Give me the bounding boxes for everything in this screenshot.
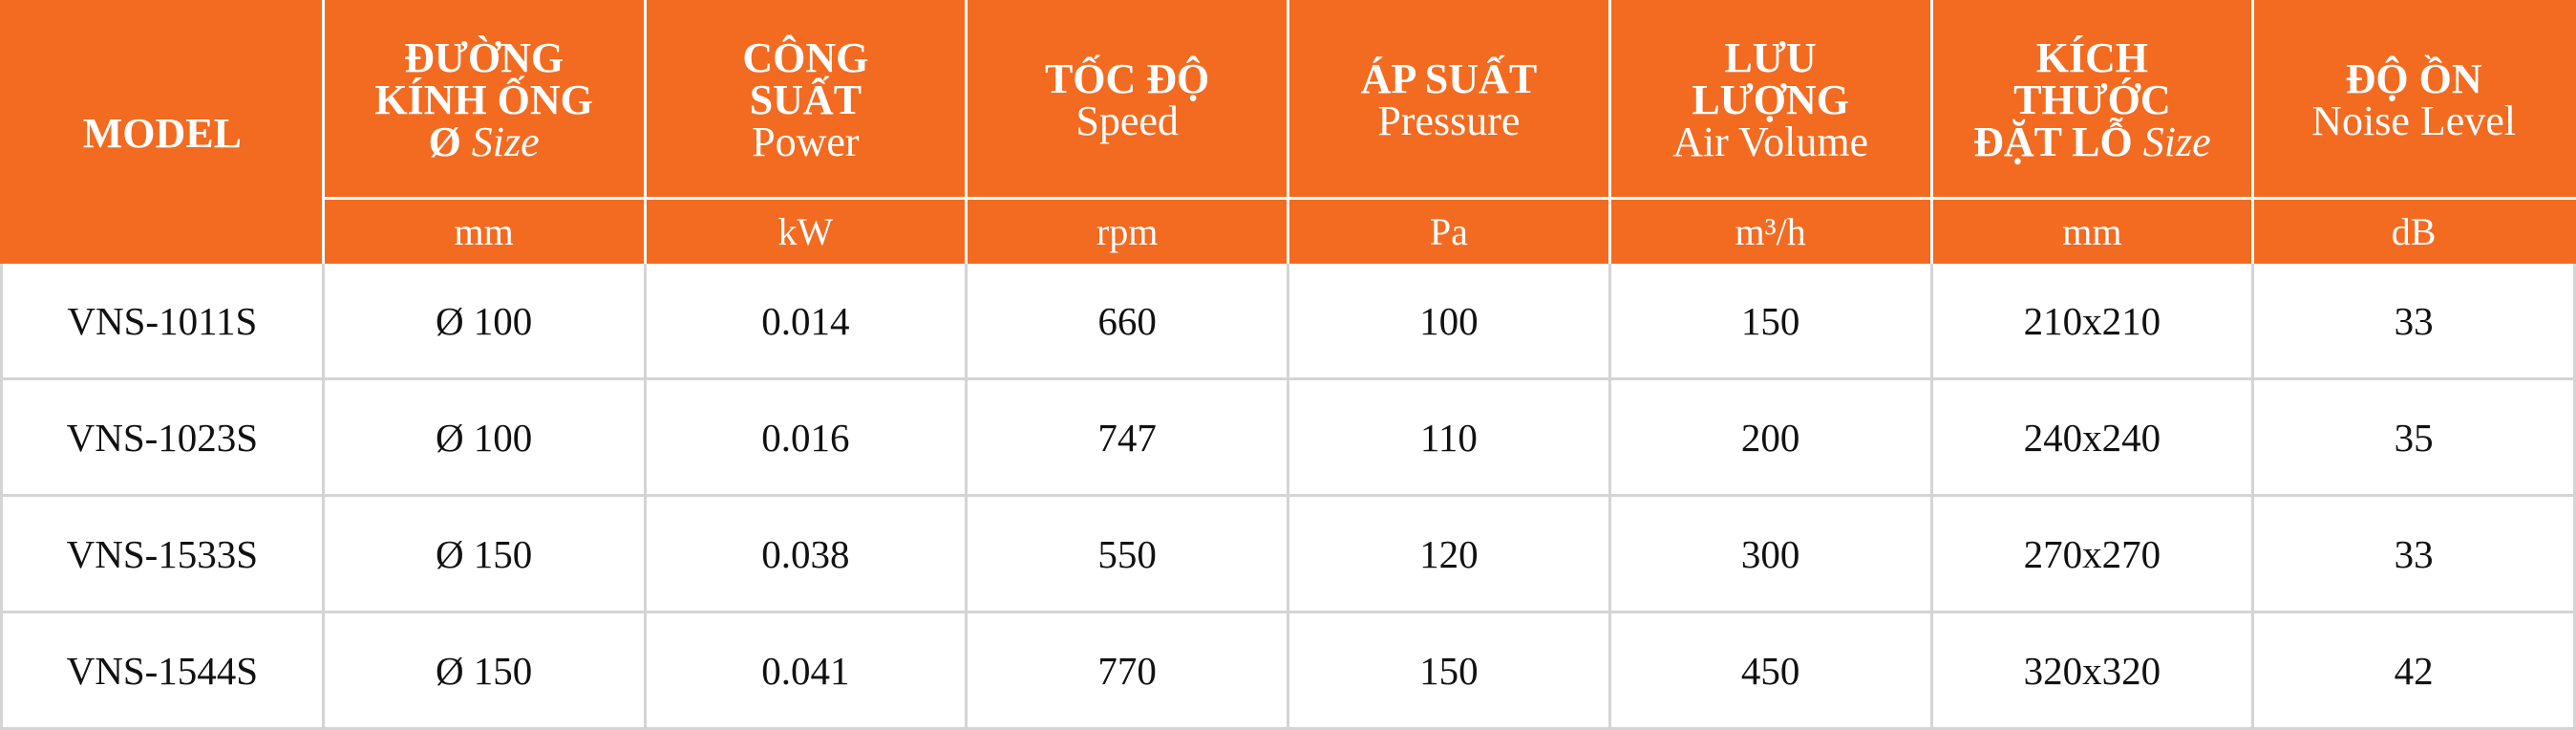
table-cell: 33 xyxy=(2251,494,2576,613)
header-line: Ø Size xyxy=(325,118,644,165)
table-cell: 150 xyxy=(1607,264,1933,380)
table-cell: 300 xyxy=(1607,494,1933,613)
table-row: VNS-1023S Ø 100 0.016 747 110 200 240x240 35 xyxy=(0,377,2576,497)
table-cell: 33 xyxy=(2251,264,2576,380)
table-cell: 0.038 xyxy=(643,494,969,613)
unit-cell: dB xyxy=(2251,197,2575,264)
table-cell: 100 xyxy=(1287,264,1611,380)
table-cell: Ø 150 xyxy=(321,611,647,730)
header-title: MODEL xyxy=(82,109,242,157)
unit-cell: rpm xyxy=(965,197,1289,264)
table-cell: 0.014 xyxy=(643,264,969,380)
table-cell: VNS-1011S xyxy=(0,264,325,380)
table-cell: 210x210 xyxy=(1929,264,2255,380)
header-cell: ĐỘ ỒN Noise Level xyxy=(2251,1,2575,199)
header-title: CÔNG xyxy=(742,33,869,81)
table-header: MODEL ĐƯỜNG KÍNH ỐNG Ø Size CÔNG SUẤT Power TỐC… xyxy=(1,1,2575,264)
header-subtitle: Size xyxy=(471,118,540,165)
header-cell: CÔNG SUẤT Power xyxy=(643,1,969,199)
table-cell: 200 xyxy=(1607,377,1933,497)
header-cell: KÍCH THƯỚC ĐẶT LỖ Size xyxy=(1929,1,2255,199)
header-subtitle: Size xyxy=(2142,118,2211,165)
unit-cell: m³/h xyxy=(1607,197,1933,264)
unit-row: mm kW rpm Pa m³/h mm dB xyxy=(2,197,2575,264)
header-title: Ø xyxy=(428,118,461,165)
table-cell: 150 xyxy=(1287,611,1611,730)
table-cell: 450 xyxy=(1607,611,1933,730)
table-cell: Ø 150 xyxy=(321,494,647,613)
table-row: VNS-1544S Ø 150 0.041 770 150 450 320x320 42 xyxy=(0,611,2576,730)
header-title: ĐỘ ỒN xyxy=(2345,54,2482,102)
table-cell: 660 xyxy=(965,264,1289,380)
header-title: LƯU xyxy=(1724,33,1817,81)
header-row: MODEL ĐƯỜNG KÍNH ỐNG Ø Size CÔNG SUẤT Power TỐC… xyxy=(1,1,2575,264)
header-title: ĐẶT LỖ xyxy=(1973,118,2133,165)
unit-cell: mm xyxy=(1929,197,2255,264)
header-subtitle: Speed xyxy=(1075,97,1179,144)
header-subtitle: Air Volume xyxy=(1672,118,1869,165)
header-subtitle: Power xyxy=(752,118,860,165)
table-cell: 550 xyxy=(965,494,1289,613)
unit-cell: kW xyxy=(643,197,969,264)
table-body: VNS-1011S Ø 100 0.014 660 100 150 210x210 33 VNS… xyxy=(0,264,2576,730)
header-title: TỐC ĐỘ xyxy=(1044,54,1210,102)
table-cell: 270x270 xyxy=(1929,494,2255,613)
table-row: VNS-1533S Ø 150 0.038 550 120 300 270x270 33 xyxy=(0,494,2576,613)
header-cell: LƯU LƯỢNG Air Volume xyxy=(1607,1,1933,199)
table-cell: 320x320 xyxy=(1929,611,2255,730)
header-subtitle: Noise Level xyxy=(2311,97,2517,144)
header-title: LƯỢNG xyxy=(1692,75,1849,123)
header-line: ĐẶT LỖ Size xyxy=(1933,118,2252,165)
table-cell: VNS-1533S xyxy=(0,494,325,613)
table-cell: 240x240 xyxy=(1929,377,2255,497)
header-title: KÍCH xyxy=(2035,33,2149,81)
header-title: THƯỚC xyxy=(2013,75,2171,123)
table-cell: VNS-1544S xyxy=(0,611,325,730)
table-cell: 770 xyxy=(965,611,1289,730)
table-cell: 747 xyxy=(965,377,1289,497)
table-cell: 42 xyxy=(2251,611,2576,730)
header-title: ÁP SUẤT xyxy=(1360,54,1538,102)
table-row: VNS-1011S Ø 100 0.014 660 100 150 210x210 33 xyxy=(0,264,2576,380)
header-cell: ÁP SUẤT Pressure xyxy=(1287,1,1611,199)
unit-cell: Pa xyxy=(1287,197,1611,264)
table-cell: Ø 100 xyxy=(321,264,647,380)
table-cell: VNS-1023S xyxy=(0,377,325,497)
table-cell: Ø 100 xyxy=(321,377,647,497)
header-title: KÍNH ỐNG xyxy=(374,75,593,123)
table-cell: 0.016 xyxy=(643,377,969,497)
table-cell: 35 xyxy=(2251,377,2576,497)
header-cell: ĐƯỜNG KÍNH ỐNG Ø Size xyxy=(321,1,647,199)
header-title: SUẤT xyxy=(749,75,862,123)
table-cell: 120 xyxy=(1287,494,1611,613)
unit-cell: mm xyxy=(323,197,647,264)
header-subtitle: Pressure xyxy=(1377,97,1521,144)
table-cell: 0.041 xyxy=(643,611,969,730)
header-title: ĐƯỜNG xyxy=(404,33,564,81)
table-cell: 110 xyxy=(1287,377,1611,497)
header-cell: TỐC ĐỘ Speed xyxy=(965,1,1289,199)
header-cell: MODEL xyxy=(1,1,325,264)
